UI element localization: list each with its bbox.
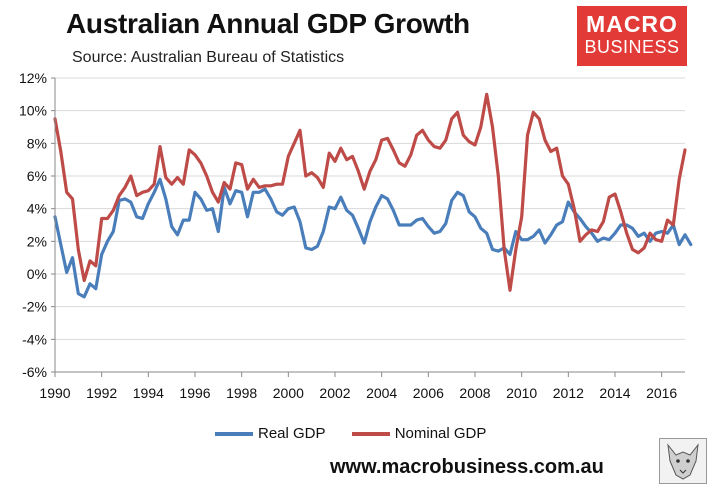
x-axis-ticks: 1990 1992 1994 1996 1998 2000 2002 2004 2006 2008… xyxy=(39,372,677,401)
x-tick-label: 2008 xyxy=(459,385,490,401)
website-url: www.macrobusiness.com.au xyxy=(330,456,604,478)
chart-subtitle: Source: Australian Bureau of Statistics xyxy=(72,49,345,66)
legend-label-real: Real GDP xyxy=(258,425,326,442)
y-tick-label: -4% xyxy=(22,331,47,347)
x-tick-label: 1996 xyxy=(179,385,210,401)
y-tick-label: 12% xyxy=(19,70,47,86)
series-line-nominal-gdp xyxy=(53,92,687,292)
y-tick-label: -6% xyxy=(22,364,47,380)
x-tick-label: 2012 xyxy=(553,385,584,401)
legend: Real GDP Nominal GDP xyxy=(215,425,508,442)
legend-item-nominal: Nominal GDP xyxy=(351,425,487,442)
y-tick-label: 6% xyxy=(27,168,47,184)
legend-label-nominal: Nominal GDP xyxy=(394,425,487,442)
x-tick-label: 2006 xyxy=(413,385,444,401)
axes xyxy=(54,78,685,373)
x-tick-label: 2014 xyxy=(599,385,630,401)
x-tick-label: 2000 xyxy=(273,385,304,401)
y-tick-label: 0% xyxy=(27,266,47,282)
y-tick-label: 2% xyxy=(27,233,47,249)
y-tick-label: 4% xyxy=(27,201,47,217)
legend-swatch-nominal xyxy=(351,432,390,437)
series-lines xyxy=(53,92,693,299)
logo-line-1: MACRO xyxy=(586,11,678,37)
x-tick-label: 2002 xyxy=(319,385,350,401)
x-tick-label: 1992 xyxy=(86,385,117,401)
y-tick-label: 10% xyxy=(19,103,47,119)
y-axis-ticks: -6% -4% -2% 0% 2% 4% 6% 8% 10% 12% xyxy=(19,70,55,380)
legend-swatch-real xyxy=(215,432,253,437)
legend-item-real: Real GDP xyxy=(215,425,326,442)
y-tick-label: 8% xyxy=(27,135,47,151)
y-tick-label: -2% xyxy=(22,299,47,315)
series-line-real-gdp xyxy=(53,177,693,299)
wolf-logo-icon xyxy=(659,438,707,484)
logo-line-2: BUSINESS xyxy=(584,37,680,57)
x-tick-label: 1998 xyxy=(226,385,257,401)
x-tick-label: 1994 xyxy=(133,385,164,401)
x-tick-label: 2016 xyxy=(646,385,677,401)
x-tick-label: 2010 xyxy=(506,385,537,401)
chart-title: Australian Annual GDP Growth xyxy=(66,8,470,39)
macrobusiness-logo: MACRO BUSINESS xyxy=(577,6,687,66)
x-tick-label: 2004 xyxy=(366,385,397,401)
x-tick-label: 1990 xyxy=(39,385,70,401)
